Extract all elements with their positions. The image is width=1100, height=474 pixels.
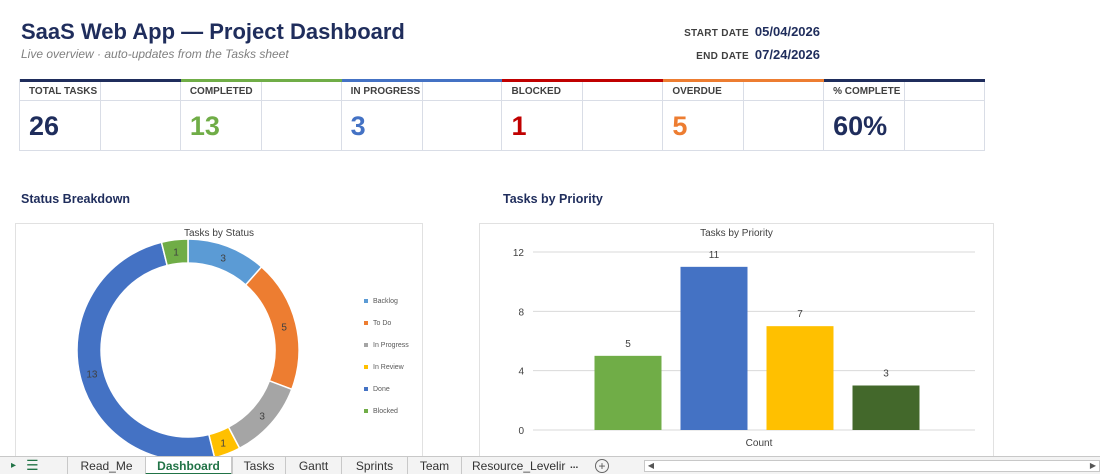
start-date-label: START DATE: [684, 28, 749, 39]
kpi-value: 26: [29, 111, 60, 141]
kpi-completed[interactable]: COMPLETED 13: [180, 79, 342, 150]
start-date-value[interactable]: 05/04/2026: [754, 24, 820, 39]
status-breakdown-heading: Status Breakdown: [21, 192, 131, 206]
legend-item-in-progress: In Progress: [364, 334, 409, 356]
donut-data-label: 13: [86, 370, 98, 381]
dashboard-subtitle: Live overview · auto-updates from the Ta…: [21, 47, 289, 61]
start-date-row: START DATE 05/04/2026: [600, 24, 820, 39]
sheet-list-icon[interactable]: ☰: [26, 457, 39, 473]
donut-slice-done[interactable]: [76, 241, 216, 462]
legend-item-done: Done: [364, 378, 409, 400]
legend-swatch: [364, 321, 368, 325]
bar-chart-title: Tasks by Priority: [700, 228, 773, 239]
priority-bar-1[interactable]: [594, 355, 662, 430]
kpi-blocked[interactable]: BLOCKED 1: [502, 79, 664, 150]
kpi-label: OVERDUE: [672, 86, 722, 97]
kpi-overdue[interactable]: OVERDUE 5: [663, 79, 825, 150]
y-tick-label: 4: [518, 367, 524, 378]
kpi-label: COMPLETED: [189, 86, 253, 97]
priority-bar-4[interactable]: [852, 385, 920, 431]
kpi-label: IN PROGRESS: [350, 86, 421, 97]
legend-swatch: [364, 387, 368, 391]
donut-data-label: 5: [281, 322, 287, 333]
priority-bar-2[interactable]: [680, 266, 748, 430]
sheet-tab-bar: ▸ ☰ Read_Me Dashboard Tasks Gantt Sprint…: [0, 456, 1100, 474]
legend-label: In Progress: [373, 341, 409, 349]
donut-slice-to-do[interactable]: [244, 265, 300, 391]
sheet-tab-team[interactable]: Team: [407, 457, 461, 474]
tasks-by-priority-heading: Tasks by Priority: [503, 192, 603, 206]
scroll-right-icon[interactable]: ▶: [1089, 461, 1097, 470]
sheet-tab-gantt[interactable]: Gantt: [285, 457, 341, 474]
kpi-in-progress[interactable]: IN PROGRESS 3: [341, 79, 503, 150]
legend-item-backlog: Backlog: [364, 290, 409, 312]
bar-data-label: 11: [709, 250, 720, 261]
sheet-tab-dashboard[interactable]: Dashboard: [145, 457, 232, 474]
legend-swatch: [364, 365, 368, 369]
scroll-left-icon[interactable]: ◀: [647, 461, 655, 470]
legend-label: Backlog: [373, 297, 398, 305]
end-date-value[interactable]: 07/24/2026: [754, 47, 820, 62]
legend-swatch: [364, 343, 368, 347]
y-tick-label: 8: [518, 307, 524, 318]
legend-item-blocked: Blocked: [364, 400, 409, 422]
plus-circle-icon[interactable]: +: [595, 459, 609, 473]
priority-bar-chart[interactable]: Tasks by Priority 0 4 8 12 5 11 7 3 Count: [479, 223, 994, 463]
horizontal-scrollbar[interactable]: ◀ ▶: [644, 460, 1100, 472]
legend-swatch: [364, 299, 368, 303]
x-category-label: Count: [746, 438, 773, 449]
y-tick-label: 0: [518, 426, 524, 437]
y-tick-label: 12: [513, 248, 525, 259]
kpi-label: % COMPLETE: [833, 86, 901, 97]
donut-data-label: 3: [259, 412, 265, 423]
bar-data-label: 5: [625, 339, 631, 350]
kpi-value: 60%: [833, 111, 888, 141]
kpi-label: TOTAL TASKS: [29, 86, 98, 97]
tab-overflow[interactable]: ...: [570, 460, 579, 471]
legend-label: In Review: [373, 363, 404, 371]
legend-item-to-do: To Do: [364, 312, 409, 334]
kpi-value: 13: [189, 111, 220, 141]
donut-data-label: 1: [220, 439, 226, 450]
legend-label: Blocked: [373, 407, 398, 415]
sheet-tab-read-me[interactable]: Read_Me: [67, 457, 145, 474]
donut-chart-title: Tasks by Status: [183, 228, 255, 239]
donut-data-label: 3: [220, 253, 226, 264]
legend-item-in-review: In Review: [364, 356, 409, 378]
legend-label: Done: [373, 385, 390, 393]
end-date-row: END DATE 07/24/2026: [600, 47, 820, 62]
donut-legend: Backlog To Do In Progress In Review Done Bloc…: [364, 290, 409, 422]
end-date-label: END DATE: [696, 51, 749, 62]
donut-data-label: 1: [173, 248, 179, 259]
kpi-strip: TOTAL TASKS 26 COMPLETED 13 IN PROGRESS 3 B…: [19, 79, 985, 151]
bar-data-label: 3: [883, 369, 889, 380]
bar-data-label: 7: [797, 309, 803, 320]
priority-bar-3[interactable]: [766, 326, 834, 430]
legend-swatch: [364, 409, 368, 413]
kpi-label: BLOCKED: [511, 86, 561, 97]
kpi-value: 1: [511, 111, 527, 141]
sheet-tab-resource-leveling[interactable]: Resource_Levelir: [461, 457, 569, 474]
sheet-tab-sprints[interactable]: Sprints: [341, 457, 407, 474]
legend-label: To Do: [373, 319, 392, 327]
kpi-percent-complete[interactable]: % COMPLETE 60%: [824, 79, 985, 150]
bar-svg: 0 4 8 12 5 11 7 3 Count: [513, 248, 975, 449]
triangle-right-icon[interactable]: ▸: [11, 460, 17, 471]
donut-slice-blocked[interactable]: [160, 238, 189, 267]
kpi-total-tasks[interactable]: TOTAL TASKS 26: [20, 79, 181, 150]
kpi-value: 5: [672, 111, 688, 141]
dashboard-title: SaaS Web App — Project Dashboard: [21, 19, 405, 44]
status-donut-chart[interactable]: Tasks by Status 3 5 3 1 13 1 Backlog To Do In P…: [15, 223, 423, 463]
sheet-tab-tasks[interactable]: Tasks: [232, 457, 285, 474]
donut-svg: 3 5 3 1 13 1: [76, 238, 300, 462]
kpi-value: 3: [350, 111, 366, 141]
